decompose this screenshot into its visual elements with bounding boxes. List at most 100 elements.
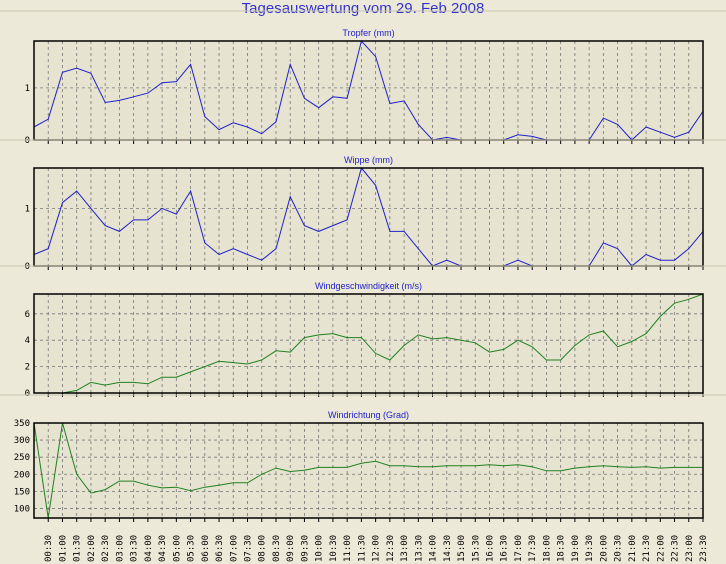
x-tick-label: 13:00: [400, 535, 410, 562]
data-point: [360, 337, 362, 339]
data-point: [232, 482, 234, 484]
y-tick-label: 1: [25, 84, 30, 94]
x-tick-label: 00:30: [44, 535, 54, 562]
data-point: [446, 465, 448, 467]
data-point: [403, 230, 405, 232]
data-point: [659, 131, 661, 133]
data-point: [674, 466, 676, 468]
data-point: [161, 376, 163, 378]
x-tick-label: 13:30: [414, 535, 424, 562]
plot-background: [34, 41, 703, 140]
x-tick-label: 07:00: [229, 535, 239, 562]
data-point: [488, 464, 490, 466]
x-tick-label: 22:00: [656, 535, 666, 562]
data-point: [346, 97, 348, 99]
data-point: [133, 381, 135, 383]
y-tick-label: 250: [14, 453, 30, 463]
data-point: [218, 129, 220, 131]
data-point: [104, 384, 106, 386]
y-tick-label: 4: [25, 336, 30, 346]
data-point: [602, 242, 604, 244]
data-point: [147, 219, 149, 221]
data-point: [688, 466, 690, 468]
data-point: [247, 126, 249, 128]
data-point: [175, 213, 177, 215]
data-point: [617, 123, 619, 125]
data-point: [446, 136, 448, 138]
data-point: [332, 96, 334, 98]
x-tick-label: 08:00: [258, 535, 268, 562]
data-point: [104, 489, 106, 491]
data-point: [118, 480, 120, 482]
y-tick-label: 100: [14, 504, 30, 514]
data-point: [289, 471, 291, 473]
x-tick-label: 20:00: [599, 535, 609, 562]
data-point: [645, 253, 647, 255]
data-point: [360, 462, 362, 464]
data-point: [674, 259, 676, 261]
x-tick-label: 19:30: [585, 535, 595, 562]
data-point: [531, 346, 533, 348]
data-point: [289, 63, 291, 65]
data-point: [175, 81, 177, 83]
data-point: [574, 344, 576, 346]
data-point: [659, 259, 661, 261]
x-tick-label: 12:00: [372, 535, 382, 562]
data-point: [247, 482, 249, 484]
data-point: [574, 467, 576, 469]
x-tick-label: 19:00: [571, 535, 581, 562]
data-point: [261, 133, 263, 135]
data-point: [488, 351, 490, 353]
panel-title: Windgeschwindigkeit (m/s): [315, 281, 422, 291]
data-point: [531, 135, 533, 137]
data-point: [104, 225, 106, 227]
data-point: [389, 465, 391, 467]
data-point: [218, 360, 220, 362]
data-point: [76, 473, 78, 475]
data-point: [375, 460, 377, 462]
data-point: [602, 465, 604, 467]
x-tick-label: 17:30: [528, 535, 538, 562]
data-point: [47, 118, 49, 120]
data-point: [560, 470, 562, 472]
data-point: [446, 259, 448, 261]
data-point: [417, 334, 419, 336]
data-point: [303, 225, 305, 227]
x-tick-label: 01:00: [58, 535, 68, 562]
x-tick-label: 02:00: [87, 535, 97, 562]
panel-3: Windrichtung (Grad) 100 150 200 250 300 350: [0, 394, 726, 522]
data-point: [261, 473, 263, 475]
x-tick-label: 18:30: [557, 535, 567, 562]
x-tick-label: 03:30: [130, 535, 140, 562]
data-point: [161, 487, 163, 489]
data-point: [389, 230, 391, 232]
data-point: [61, 202, 63, 204]
data-point: [289, 351, 291, 353]
data-point: [275, 121, 277, 123]
data-point: [76, 190, 78, 192]
data-point: [346, 466, 348, 468]
data-point: [204, 366, 206, 368]
data-point: [218, 484, 220, 486]
data-point: [417, 466, 419, 468]
x-tick-label: 05:30: [187, 535, 197, 562]
data-point: [403, 465, 405, 467]
y-tick-label: 0: [25, 262, 30, 272]
data-point: [147, 383, 149, 385]
data-point: [602, 330, 604, 332]
data-point: [659, 315, 661, 317]
data-point: [517, 134, 519, 136]
x-tick-label: 17:00: [514, 535, 524, 562]
plot-frame: [33, 422, 704, 519]
data-point: [247, 253, 249, 255]
page-title: Tagesauswertung vom 29. Feb 2008: [241, 0, 485, 17]
data-point: [118, 99, 120, 101]
data-point: [403, 100, 405, 102]
x-tick-label: 14:00: [429, 535, 439, 562]
data-point: [503, 348, 505, 350]
y-tick-label: 200: [14, 470, 30, 480]
data-point: [76, 67, 78, 69]
x-tick-label: 01:30: [73, 535, 83, 562]
data-point: [617, 346, 619, 348]
